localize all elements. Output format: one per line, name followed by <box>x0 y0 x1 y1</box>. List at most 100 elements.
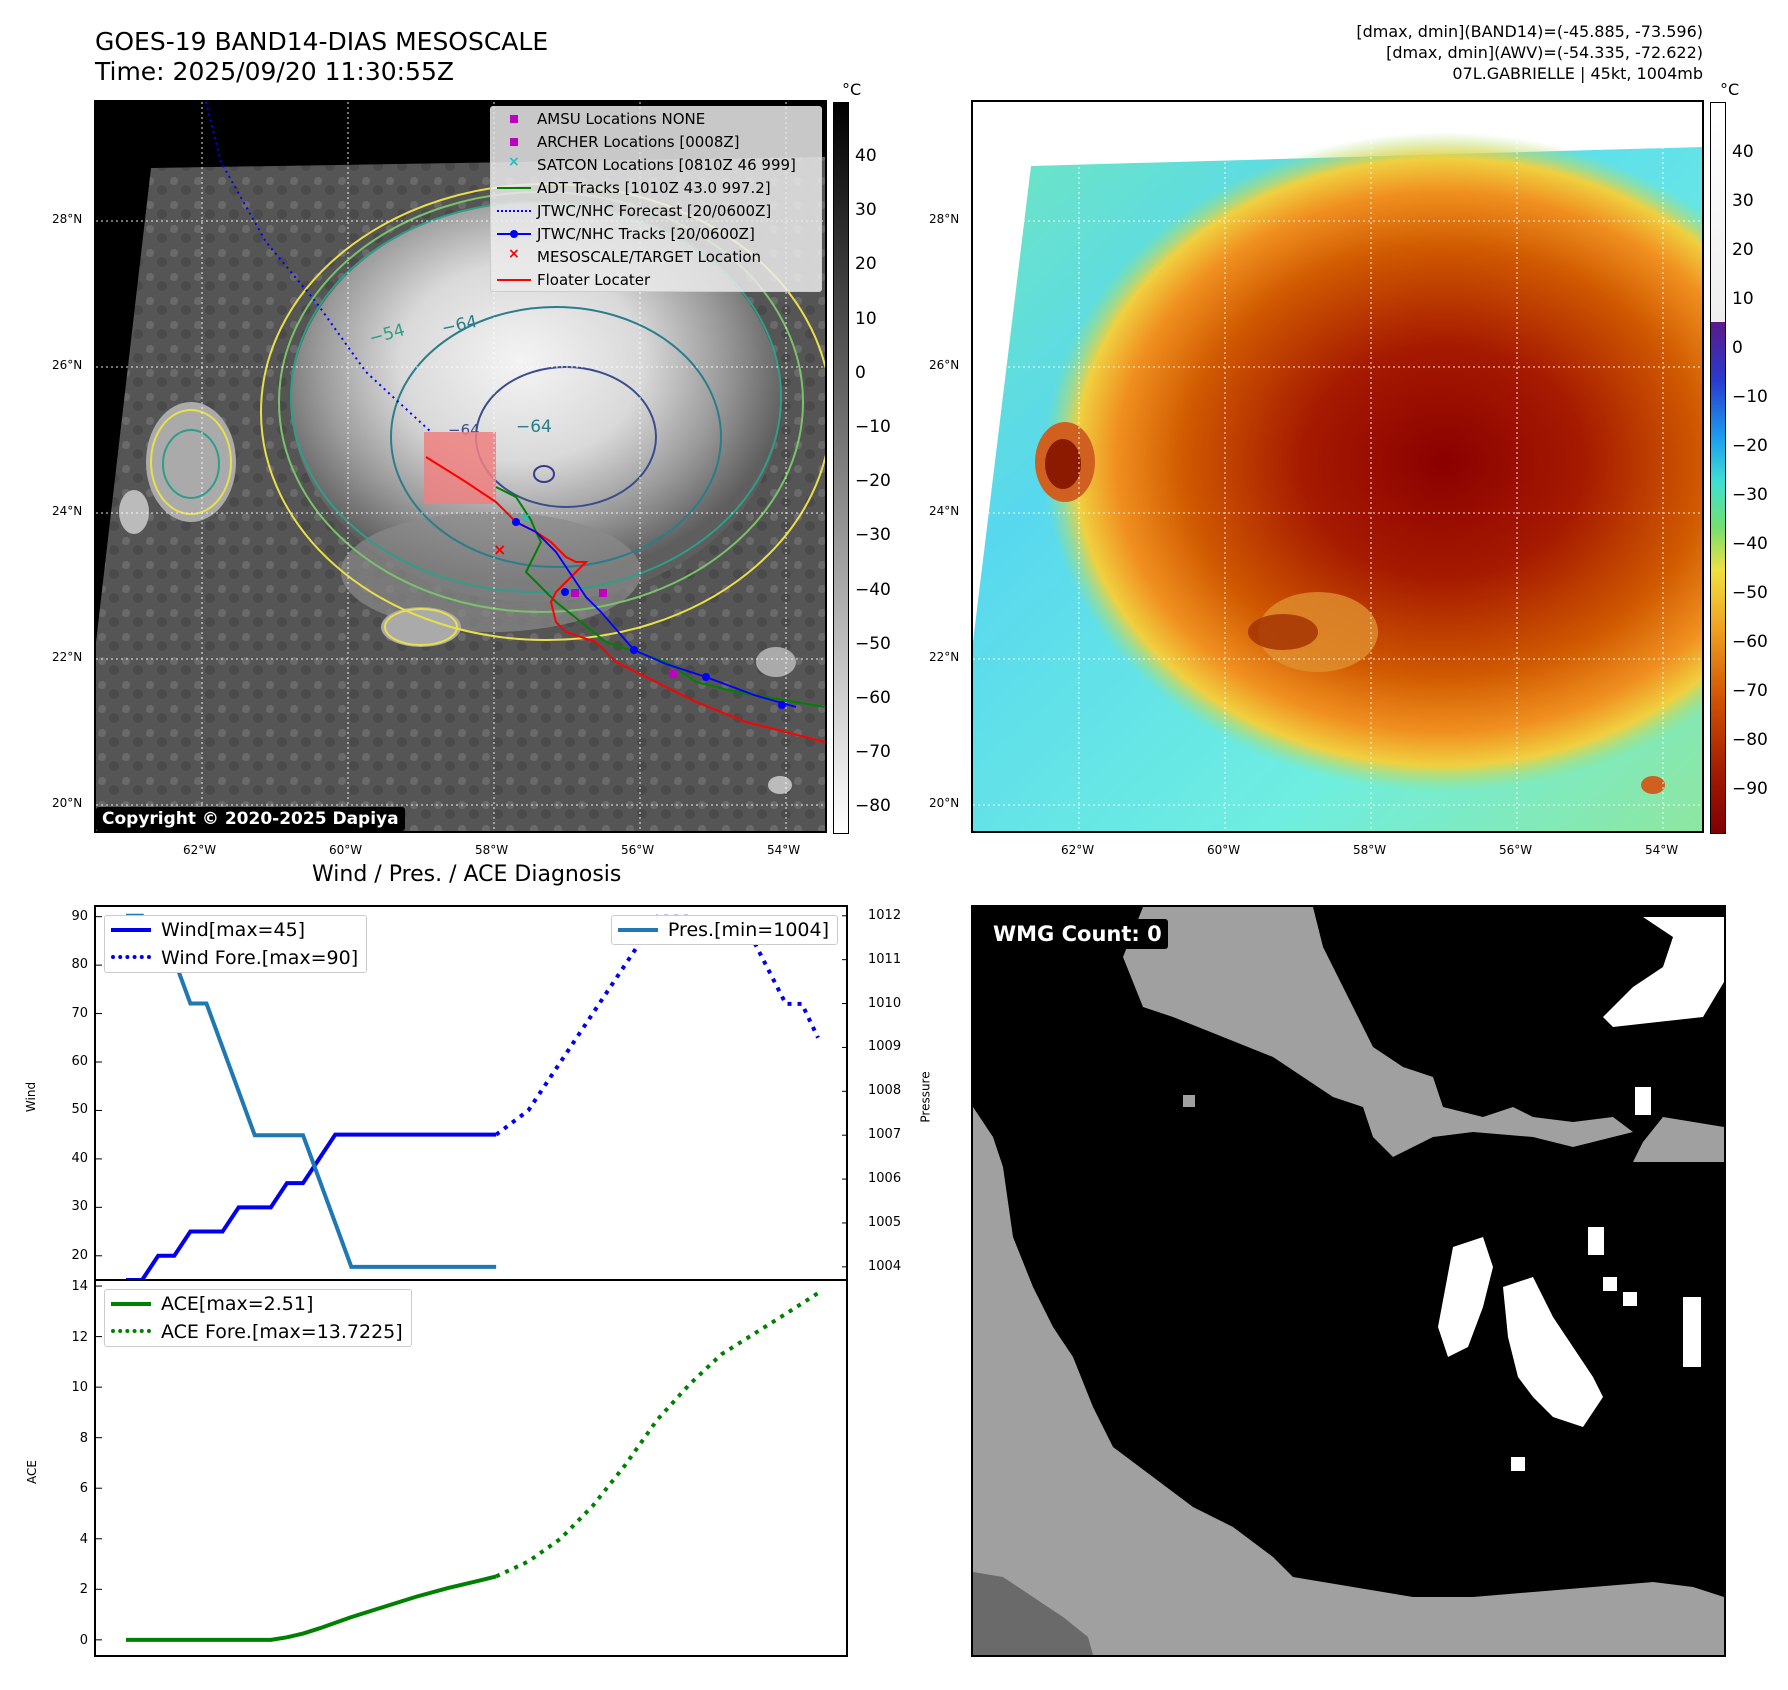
legend-item: JTWC/NHC Forecast [20/0600Z] <box>491 199 821 222</box>
wind-axis-label: Wind <box>24 1081 39 1113</box>
colorbar-tick: −10 <box>855 417 891 437</box>
wmg-map <box>973 907 1724 1655</box>
ir-colorbar <box>833 102 849 834</box>
legend-item: × SATCON Locations [0810Z 46 999] <box>491 153 821 176</box>
line-icon <box>497 273 531 287</box>
colorbar-tick: −60 <box>855 688 891 708</box>
legend-item: Floater Locater <box>491 268 821 291</box>
pressure-tick-label: 1004 <box>868 1258 902 1274</box>
figure-time: Time: 2025/09/20 11:30:55Z <box>95 57 454 86</box>
pressure-axis-label: Pressure <box>918 1071 933 1123</box>
lon-label: 58°W <box>1353 843 1387 857</box>
legend-item: ACE Fore.[max=13.7225] <box>105 1318 411 1346</box>
pressure-legend: Pres.[min=1004] <box>610 915 838 945</box>
awv-range: [dmax, dmin](AWV)=(-54.335, -72.622) <box>1386 43 1703 62</box>
forecast-track <box>205 102 432 433</box>
ace-series-line-0 <box>126 1574 497 1642</box>
colorbar-tick: −20 <box>855 471 891 492</box>
lat-label: 24°N <box>929 504 960 518</box>
pressure-tick-label: 1009 <box>868 1039 902 1055</box>
ir-legend: AMSU Locations NONE ARCHER Locations [00… <box>490 106 822 292</box>
adt-track <box>495 486 825 708</box>
pressure-tick-label: 1008 <box>868 1083 902 1099</box>
pressure-tick-label: 1010 <box>868 995 902 1011</box>
ace-plot <box>96 1285 820 1642</box>
colorbar-tick: −50 <box>855 633 891 654</box>
ace-axis-label: ACE <box>24 1460 39 1484</box>
colorbar-tick: 0 <box>1732 338 1743 358</box>
ace-tick-label: 12 <box>71 1329 88 1345</box>
colorbar-tick: −40 <box>1732 534 1768 554</box>
lat-label: 28°N <box>52 212 83 226</box>
ace-tick-label: 10 <box>71 1380 88 1396</box>
diagnosis-title: Wind / Pres. / ACE Diagnosis <box>312 862 622 887</box>
legend-item: Wind Fore.[max=90] <box>105 944 366 972</box>
line-dot-icon <box>497 227 531 241</box>
colorbar-tick: −30 <box>855 525 891 546</box>
wind-tick-label: 30 <box>71 1199 88 1215</box>
colorbar-tick: −50 <box>1732 583 1768 603</box>
ir-map-panel: −54 −64 −64 −64 <box>94 100 827 833</box>
wind-tick-label: 90 <box>71 908 88 924</box>
ace-series-line-1 <box>495 1291 820 1579</box>
lon-label: 62°W <box>1061 843 1095 857</box>
line-icon <box>497 181 531 195</box>
wind-tick-label: 50 <box>71 1102 88 1118</box>
ir-colorbar-unit: °C <box>842 80 862 99</box>
line-icon <box>617 927 658 933</box>
lat-label: 28°N <box>929 212 960 226</box>
colorbar-tick: −10 <box>1732 387 1768 407</box>
ace-tick-label: 4 <box>79 1531 88 1547</box>
lon-label: 60°W <box>1207 843 1241 857</box>
lon-label: 62°W <box>183 843 217 857</box>
ace-chart: ACE[max=2.51] ACE Fore.[max=13.7225] <box>94 1280 848 1657</box>
legend-item: × MESOSCALE/TARGET Location <box>491 245 821 268</box>
wind-tick-label: 70 <box>71 1005 88 1021</box>
colorbar-tick: 10 <box>855 308 877 329</box>
colorbar-tick: 0 <box>855 362 866 383</box>
ace-tick-label: 0 <box>79 1632 88 1648</box>
line-icon <box>111 1301 151 1307</box>
copyright-label: Copyright © 2020-2025 Dapiya <box>96 807 405 831</box>
pressure-tick-label: 1007 <box>868 1127 902 1143</box>
figure-title: GOES-19 BAND14-DIAS MESOSCALE <box>95 27 549 56</box>
lon-label: 56°W <box>621 843 655 857</box>
ace-tick-label: 2 <box>79 1582 88 1598</box>
colorbar-tick: −70 <box>855 742 891 763</box>
legend-item: ADT Tracks [1010Z 43.0 997.2] <box>491 176 821 199</box>
pressure-tick-label: 1005 <box>868 1214 902 1230</box>
square-icon <box>497 112 531 126</box>
colorbar-tick: −20 <box>1732 436 1768 456</box>
pressure-tick-label: 1011 <box>868 951 902 967</box>
wind-tick-label: 80 <box>71 957 88 973</box>
x-icon: × <box>508 153 520 170</box>
wind-pressure-chart: Wind[max=45] Wind Fore.[max=90] Pres.[mi… <box>94 905 848 1280</box>
line-icon <box>111 927 151 933</box>
lon-label: 58°W <box>475 843 509 857</box>
lat-label: 20°N <box>929 796 960 810</box>
svg-text:×: × <box>493 540 506 559</box>
awv-colorbar-unit: °C <box>1720 80 1740 99</box>
jtwc-track <box>515 521 797 708</box>
ace-tick-label: 8 <box>79 1430 88 1446</box>
wmg-panel: WMG Count: 0 <box>971 905 1726 1657</box>
legend-item: Pres.[min=1004] <box>612 916 837 944</box>
colorbar-tick: 40 <box>1732 142 1754 162</box>
wmg-count-badge: WMG Count: 0 <box>987 919 1168 949</box>
legend-item: AMSU Locations NONE <box>491 107 821 130</box>
ace-legend: ACE[max=2.51] ACE Fore.[max=13.7225] <box>104 1289 412 1347</box>
lat-label: 24°N <box>52 504 83 518</box>
wind-tick-label: 60 <box>71 1054 88 1069</box>
colorbar-tick: −60 <box>1732 632 1768 652</box>
colorbar-tick: −80 <box>855 796 891 817</box>
legend-item: JTWC/NHC Tracks [20/0600Z] <box>491 222 821 245</box>
floater-box <box>424 432 496 504</box>
contour-label: −64 <box>516 417 552 437</box>
legend-item: Wind[max=45] <box>105 916 366 944</box>
awv-map <box>973 102 1702 831</box>
lon-label: 60°W <box>329 843 363 857</box>
colorbar-tick: 40 <box>855 146 877 166</box>
lat-label: 20°N <box>52 796 83 810</box>
colorbar-tick: −80 <box>1732 730 1768 750</box>
colorbar-tick: 20 <box>1732 240 1754 260</box>
